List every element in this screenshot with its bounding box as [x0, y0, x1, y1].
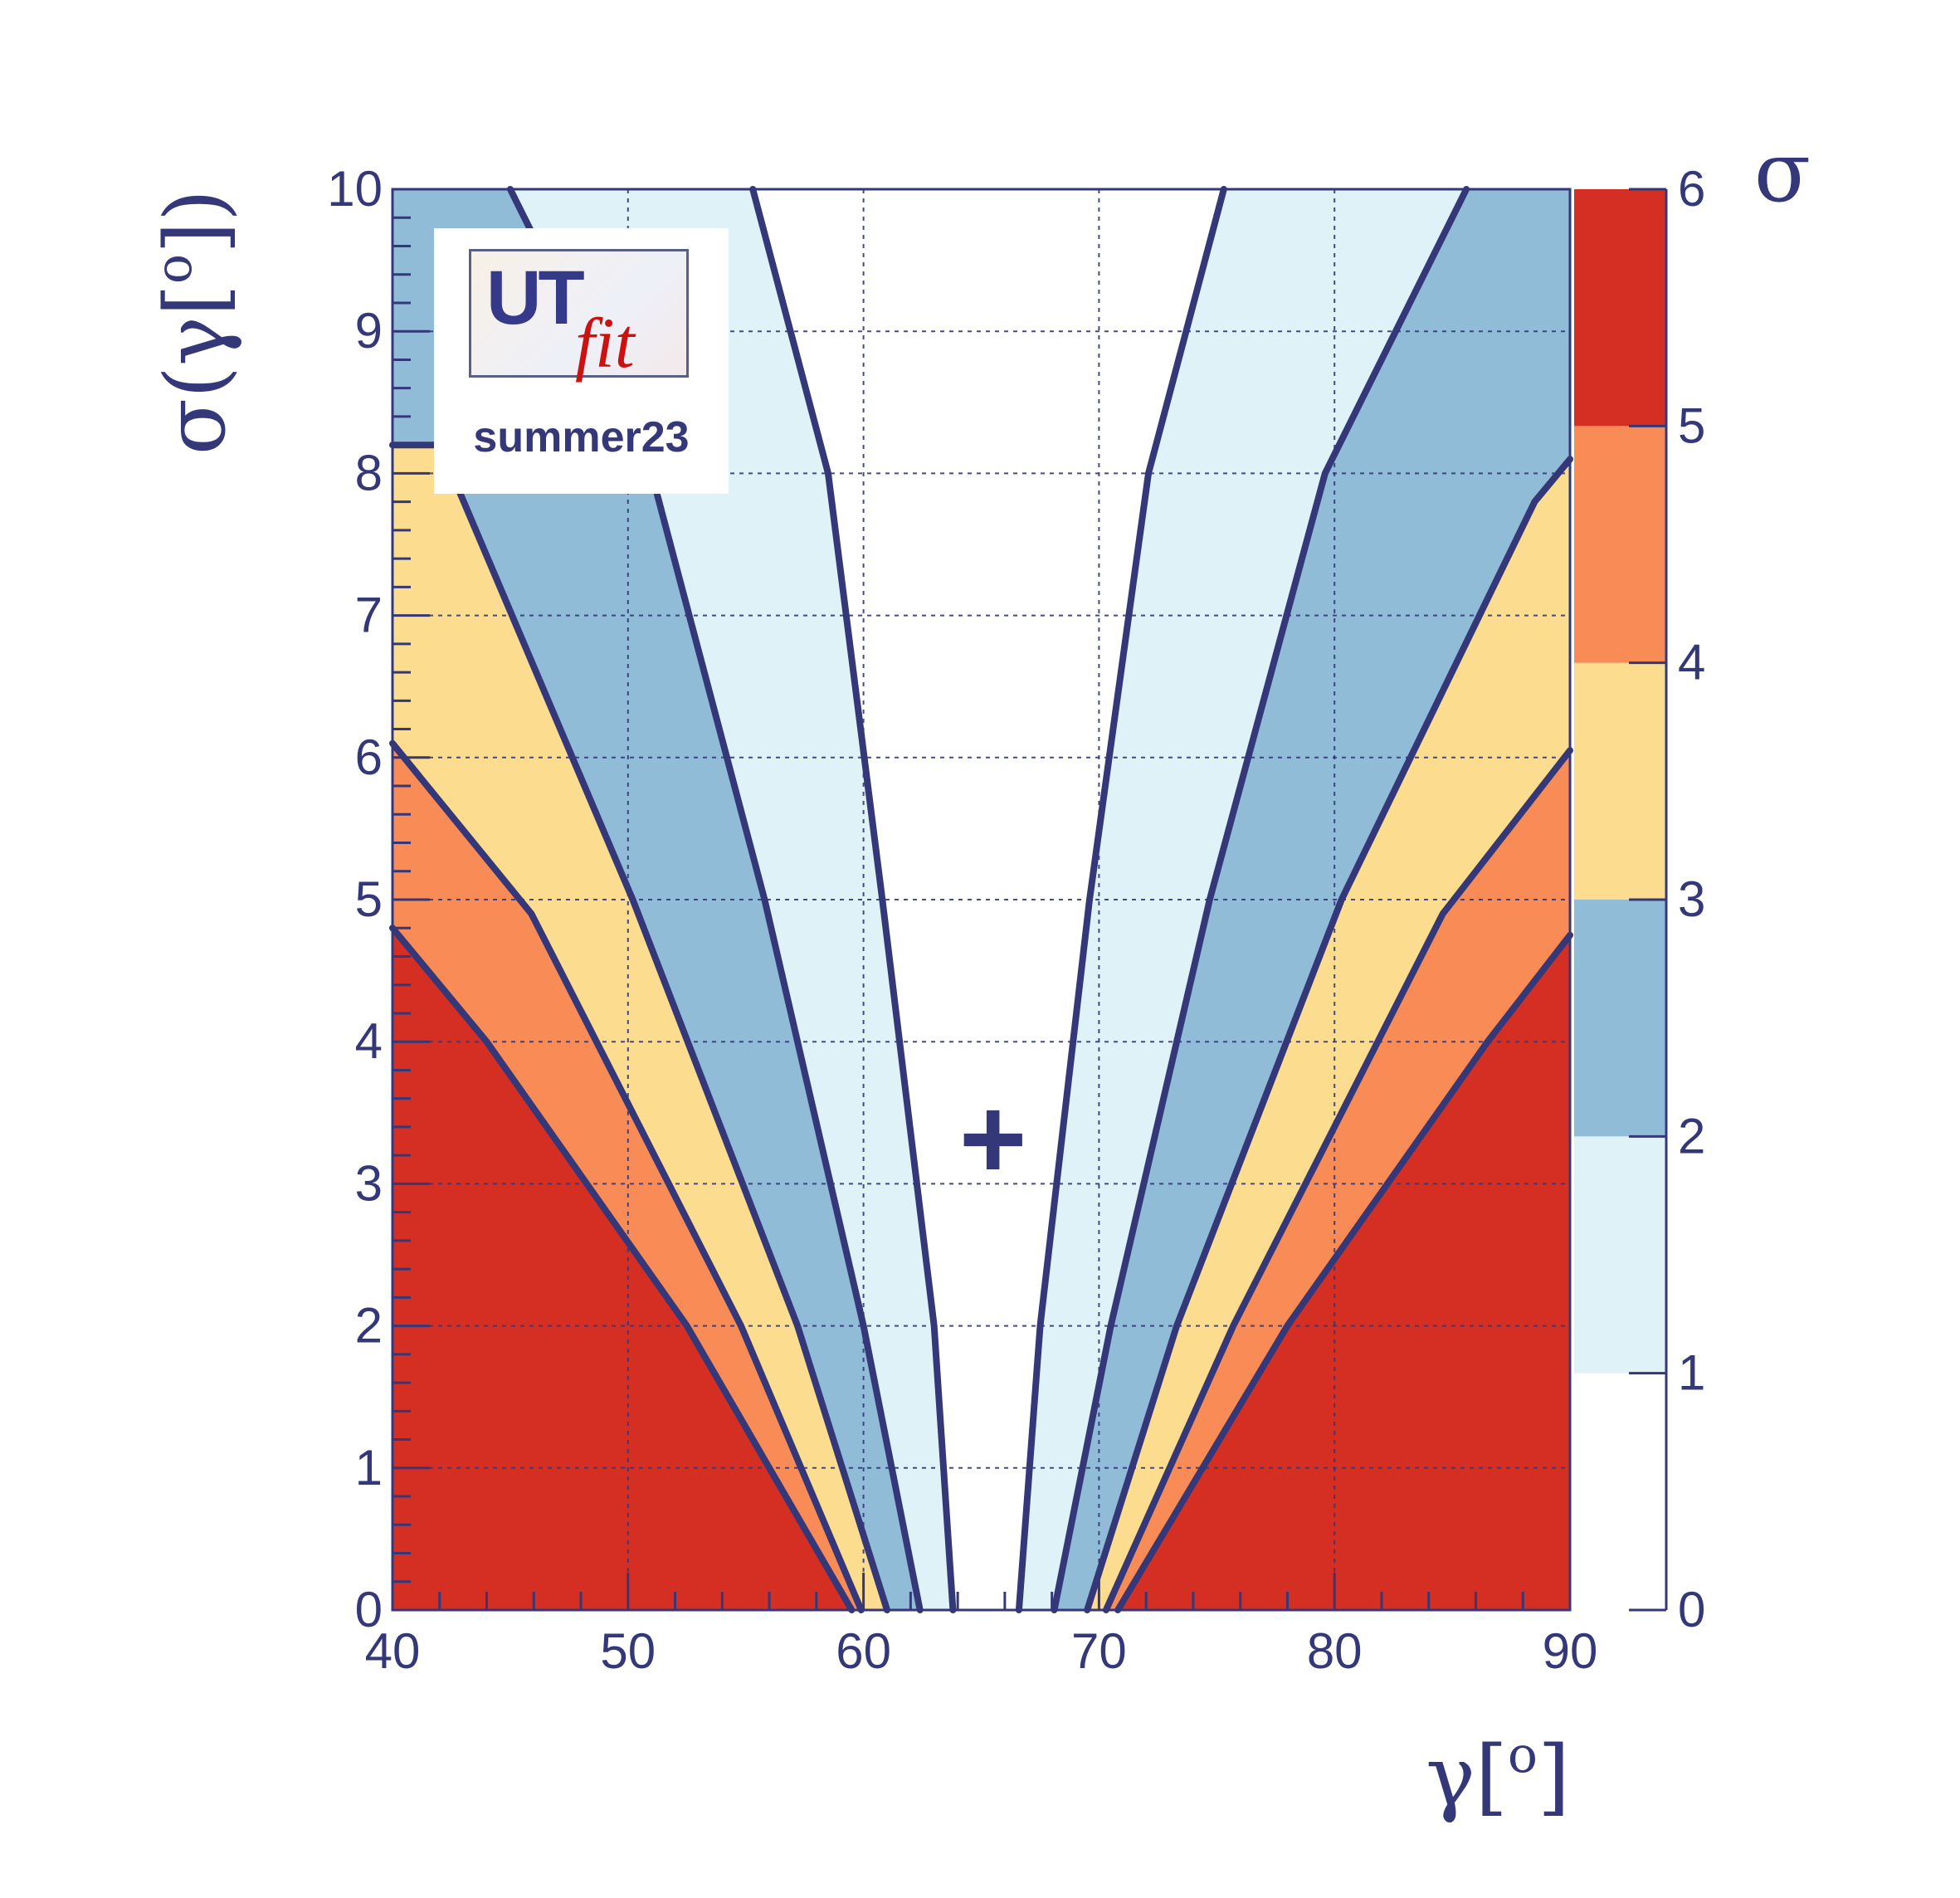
contour-right-level-5 — [1114, 931, 1573, 1613]
x-tick-label: 40 — [365, 1623, 421, 1679]
y-axis-title: σ(γ[o]) — [145, 189, 244, 455]
y-tick-label: 8 — [355, 445, 383, 500]
y-tick-label: 5 — [355, 871, 383, 927]
colorbar-tick-label: 2 — [1678, 1108, 1705, 1164]
contour-right-level-3 — [1084, 456, 1573, 1613]
contour-right-level-2 — [1051, 186, 1470, 1613]
x-tick-label: 90 — [1543, 1623, 1598, 1679]
x-tick-label: 70 — [1071, 1623, 1127, 1679]
contour-left-level-5 — [389, 925, 856, 1613]
colorbar-tick-label: 1 — [1678, 1345, 1705, 1401]
logo-subtitle: summer23 — [473, 413, 690, 461]
band-right-level-5 — [1118, 934, 1570, 1610]
colorbar-tick-label: 4 — [1678, 635, 1705, 690]
colorbar-title: σ — [1754, 124, 1811, 221]
contour-right-level-4 — [1102, 747, 1573, 1613]
x-tick-label: 50 — [600, 1623, 656, 1679]
best-fit-marker: + — [959, 1073, 1027, 1203]
y-tick-label: 6 — [355, 729, 383, 785]
band-left-level-5 — [392, 928, 852, 1610]
contour-right-level-1 — [1015, 186, 1227, 1613]
colorbar-segment-5 — [1574, 189, 1666, 427]
colorbar-segment-2 — [1574, 900, 1666, 1137]
y-tick-label: 0 — [355, 1582, 383, 1637]
utfit-logo: UT fit summer23 — [434, 228, 729, 494]
logo-ut-text: UT — [486, 256, 585, 340]
contour-left-level-1 — [749, 186, 957, 1613]
x-tick-label: 60 — [836, 1623, 891, 1679]
x-tick-label: 80 — [1307, 1623, 1363, 1679]
y-tick-label: 1 — [355, 1440, 383, 1495]
y-tick-label: 9 — [355, 303, 383, 359]
colorbar-tick-label: 3 — [1678, 871, 1705, 927]
colorbar: 0 1 2 3 4 5 6 — [1574, 161, 1705, 1637]
contour-left-level-4 — [389, 739, 865, 1613]
colorbar-segment-0 — [1574, 1373, 1666, 1610]
contour-lines — [389, 186, 1573, 1613]
colorbar-segment-3 — [1574, 662, 1666, 900]
colorbar-tick-label: 5 — [1678, 398, 1705, 453]
colorbar-segment-1 — [1574, 1136, 1666, 1373]
y-tick-label: 4 — [355, 1013, 383, 1069]
logo-image: UT fit — [469, 249, 689, 383]
contour-left-level-3 — [389, 442, 890, 1613]
y-tick-label: 7 — [355, 588, 383, 643]
logo-fit-text: fit — [575, 303, 635, 383]
colorbar-tick-label: 0 — [1678, 1582, 1705, 1637]
y-tick-label: 3 — [355, 1155, 383, 1211]
colorbar-segment-4 — [1574, 426, 1666, 663]
x-axis-title: γ[o] — [1426, 1726, 1570, 1825]
contour-bands — [392, 189, 1570, 1611]
y-tick-label: 2 — [355, 1298, 383, 1354]
y-tick-label: 10 — [327, 161, 383, 217]
colorbar-tick-label: 6 — [1678, 161, 1705, 217]
axis-ticks: 40 50 60 70 80 90 0 1 2 3 4 5 6 7 8 9 10 — [327, 161, 1597, 1679]
